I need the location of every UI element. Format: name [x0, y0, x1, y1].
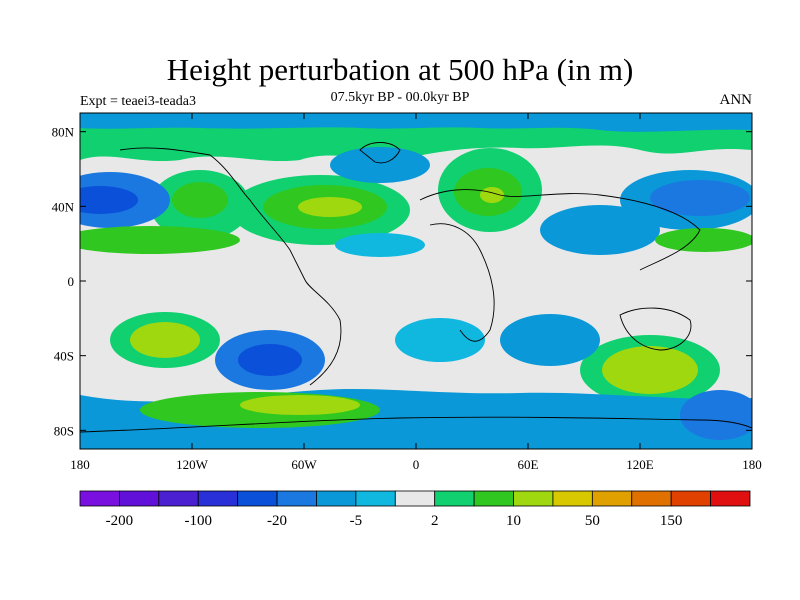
- colorbar-swatch: [119, 490, 160, 507]
- contour-ross-low: [680, 390, 752, 440]
- colorbar-swatch: [670, 490, 711, 507]
- colorbar-swatch: [197, 490, 239, 507]
- contour-spac-high-core: [130, 322, 200, 358]
- coast-africa: [429, 223, 495, 342]
- colorbar-label: 2: [431, 513, 439, 529]
- colorbar-swatch: [434, 490, 475, 507]
- y-tick-label: 80S: [54, 423, 74, 438]
- colorbar-label: -5: [350, 513, 363, 529]
- colorbar-swatch: [237, 490, 278, 507]
- contour-epac-low-inner: [650, 180, 750, 216]
- colorbar: -200 -100 -20 -5 2 10 50 150: [79, 490, 751, 529]
- x-tick-label: 120W: [176, 457, 209, 472]
- contour-greenland-low: [330, 147, 430, 183]
- contour-arctic-low: [80, 113, 752, 132]
- coast-greenland: [359, 142, 401, 164]
- colorbar-label: -100: [184, 513, 212, 529]
- colorbar-swatch: [710, 490, 751, 507]
- y-axis: 80N 40N 0 40S 80S: [52, 125, 752, 438]
- season-label: ANN: [719, 92, 753, 108]
- coastlines: [80, 142, 752, 433]
- x-tick-label: 0: [413, 457, 420, 472]
- contour-trop-wpac-ridge: [655, 228, 752, 252]
- colorbar-label: 50: [585, 513, 600, 529]
- contour-asia-low: [540, 205, 660, 255]
- colorbar-label: 150: [660, 513, 683, 529]
- colorbar-label: -20: [267, 513, 287, 529]
- colorbar-swatch: [591, 490, 633, 507]
- y-tick-label: 80N: [52, 125, 75, 140]
- colorbar-swatch: [276, 490, 317, 507]
- colorbar-swatch: [355, 490, 396, 507]
- contour-satl-low: [395, 318, 485, 362]
- colorbar-swatch: [79, 490, 120, 507]
- coast-australia: [619, 307, 692, 351]
- x-tick-label: 60W: [291, 457, 317, 472]
- colorbar-swatch: [473, 490, 514, 507]
- colorbar-label: -200: [106, 513, 134, 529]
- x-tick-label: 60E: [518, 457, 539, 472]
- coast-antarctica: [80, 416, 752, 433]
- contour-sio-high-core: [602, 346, 698, 394]
- plot-title: Height perturbation at 500 hPa (in m): [166, 52, 634, 87]
- experiment-label: Expt = teaei3-teada3: [80, 94, 196, 109]
- y-tick-label: 0: [68, 274, 75, 289]
- y-tick-label: 40S: [54, 349, 74, 364]
- contour-natl-high-core: [298, 197, 362, 217]
- coast-americas: [119, 147, 342, 386]
- colorbar-swatch: [158, 490, 199, 507]
- colorbar-label: 10: [506, 513, 521, 529]
- coast-eurasia: [419, 189, 701, 271]
- x-axis: 180 120W 60W 0 60E 120E 180: [70, 113, 762, 472]
- x-tick-label: 180: [742, 457, 762, 472]
- contour-wpac-low-inner: [80, 186, 138, 214]
- colorbar-swatch: [552, 490, 593, 507]
- colorbar-swatch: [316, 490, 357, 507]
- x-tick-label: 120E: [626, 457, 654, 472]
- contour-south-atlantic-core: [240, 395, 360, 415]
- x-tick-label: 180: [70, 457, 90, 472]
- colorbar-swatch: [394, 490, 436, 507]
- y-tick-label: 40N: [52, 199, 75, 214]
- colorbar-swatch: [513, 490, 554, 507]
- contour-sio-low: [500, 314, 600, 366]
- contour-npac-high-inner: [172, 182, 228, 218]
- contour-subtrop-atl-low: [335, 233, 425, 257]
- contour-field: [80, 113, 752, 449]
- period-label: 07.5kyr BP - 00.0kyr BP: [330, 90, 470, 105]
- colorbar-swatch: [631, 490, 672, 507]
- contour-spac-low-core: [238, 344, 302, 376]
- contour-trop-pac-ridge: [80, 226, 240, 254]
